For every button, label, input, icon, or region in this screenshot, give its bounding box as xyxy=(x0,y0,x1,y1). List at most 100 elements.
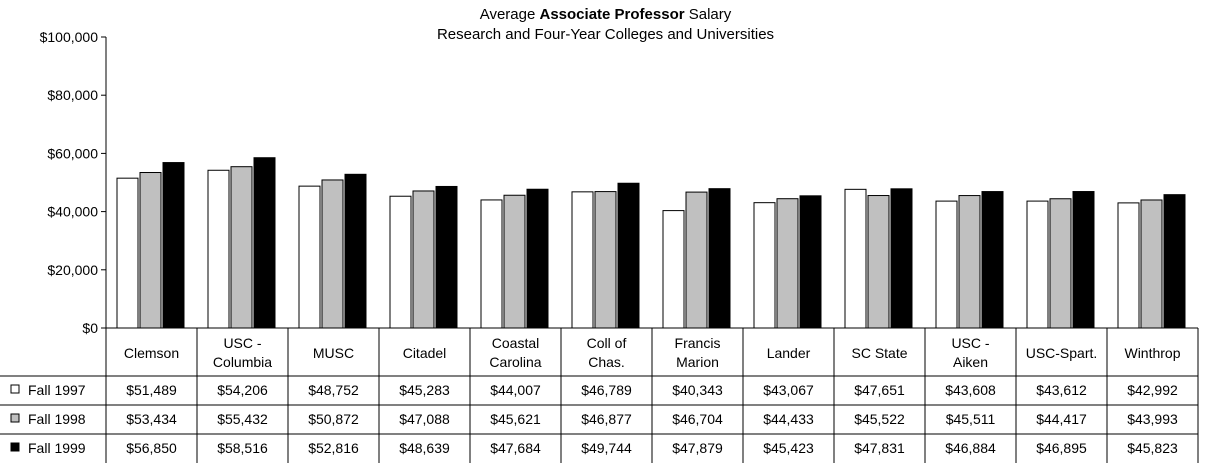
bar xyxy=(571,191,594,329)
y-tick-label: $100,000 xyxy=(40,29,99,45)
bar xyxy=(207,169,230,329)
legend-label: Fall 1999 xyxy=(28,440,86,456)
data-table-value: $43,612 xyxy=(1036,382,1087,398)
bar xyxy=(890,188,913,329)
data-table-value: $50,872 xyxy=(308,411,359,427)
bar xyxy=(435,185,458,329)
bar xyxy=(981,191,1004,329)
bar xyxy=(412,190,435,329)
bar xyxy=(298,185,321,329)
bar xyxy=(617,182,640,329)
y-tick-label: $60,000 xyxy=(47,145,98,161)
legend-label: Fall 1998 xyxy=(28,411,86,427)
title-bold: Associate Professor xyxy=(539,6,685,23)
bar xyxy=(958,195,981,329)
bar xyxy=(321,179,344,329)
bar xyxy=(1072,191,1095,329)
bar xyxy=(799,195,822,329)
data-table-value: $46,704 xyxy=(672,411,723,427)
data-table-value: $44,433 xyxy=(763,411,814,427)
bar xyxy=(594,191,617,329)
category-label: Lander xyxy=(767,345,811,361)
bar xyxy=(139,172,162,329)
bar xyxy=(935,200,958,329)
legend-label: Fall 1997 xyxy=(28,382,86,398)
data-table-value: $48,639 xyxy=(399,440,450,456)
category-label: Coastal xyxy=(492,335,539,351)
bar xyxy=(480,199,503,329)
data-table-value: $51,489 xyxy=(126,382,177,398)
data-table-value: $44,417 xyxy=(1036,411,1087,427)
data-table-value: $46,895 xyxy=(1036,440,1087,456)
category-label: MUSC xyxy=(313,345,354,361)
category-label: USC - xyxy=(951,335,989,351)
bar xyxy=(230,166,253,329)
data-table-value: $46,877 xyxy=(581,411,632,427)
data-table-value: $58,516 xyxy=(217,440,268,456)
bar xyxy=(1140,199,1163,329)
data-table-value: $43,993 xyxy=(1127,411,1178,427)
category-label: Winthrop xyxy=(1124,345,1180,361)
legend-swatch xyxy=(10,442,20,452)
category-label: Francis xyxy=(675,335,721,351)
y-tick-label: $20,000 xyxy=(47,262,98,278)
legend-swatch xyxy=(10,384,20,394)
bar xyxy=(1049,198,1072,329)
chart-title: Average Associate Professor Salary xyxy=(0,6,1211,24)
data-table-value: $45,423 xyxy=(763,440,814,456)
data-table-value: $40,343 xyxy=(672,382,723,398)
category-label: Clemson xyxy=(124,345,179,361)
category-label: USC-Spart. xyxy=(1026,345,1098,361)
bar xyxy=(389,195,412,329)
data-table-value: $46,789 xyxy=(581,382,632,398)
data-table-value: $45,621 xyxy=(490,411,541,427)
bar xyxy=(1163,194,1186,329)
data-table-value: $45,823 xyxy=(1127,440,1178,456)
data-table-value: $45,283 xyxy=(399,382,450,398)
bar xyxy=(685,191,708,329)
data-table-value: $47,651 xyxy=(854,382,905,398)
bar xyxy=(526,188,549,329)
data-table-value: $42,992 xyxy=(1127,382,1178,398)
data-table-value: $49,744 xyxy=(581,440,632,456)
y-tick-label: $80,000 xyxy=(47,87,98,103)
data-table-value: $43,067 xyxy=(763,382,814,398)
category-label: Citadel xyxy=(403,345,447,361)
bar xyxy=(1117,202,1140,329)
data-table-value: $47,684 xyxy=(490,440,541,456)
data-table-value: $53,434 xyxy=(126,411,177,427)
bar xyxy=(116,177,139,329)
data-table-value: $44,007 xyxy=(490,382,541,398)
bar xyxy=(503,194,526,329)
bar xyxy=(776,198,799,329)
title-suffix: Salary xyxy=(688,6,732,23)
data-table-value: $43,608 xyxy=(945,382,996,398)
data-table-value: $46,884 xyxy=(945,440,996,456)
category-label: Aiken xyxy=(953,354,988,370)
category-label: Columbia xyxy=(213,354,272,370)
title-prefix: Average xyxy=(479,6,536,23)
y-tick-label: $40,000 xyxy=(47,204,98,220)
category-label: Marion xyxy=(676,354,719,370)
category-label: USC - xyxy=(223,335,261,351)
category-label: Carolina xyxy=(489,354,541,370)
data-table-value: $54,206 xyxy=(217,382,268,398)
data-table-value: $55,432 xyxy=(217,411,268,427)
chart-subtitle: Research and Four-Year Colleges and Univ… xyxy=(436,26,775,43)
bar xyxy=(253,157,276,329)
bar xyxy=(708,188,731,329)
data-table-value: $47,831 xyxy=(854,440,905,456)
category-label: Chas. xyxy=(588,354,625,370)
bar xyxy=(344,173,367,329)
data-table-value: $47,879 xyxy=(672,440,723,456)
data-table-value: $56,850 xyxy=(126,440,177,456)
data-table-value: $52,816 xyxy=(308,440,359,456)
bar xyxy=(162,162,185,329)
bar xyxy=(1026,200,1049,329)
bar xyxy=(662,210,685,329)
y-tick-label: $0 xyxy=(82,320,98,336)
data-table-value: $45,511 xyxy=(946,411,996,427)
data-table-value: $48,752 xyxy=(308,382,359,398)
data-table-value: $47,088 xyxy=(399,411,450,427)
